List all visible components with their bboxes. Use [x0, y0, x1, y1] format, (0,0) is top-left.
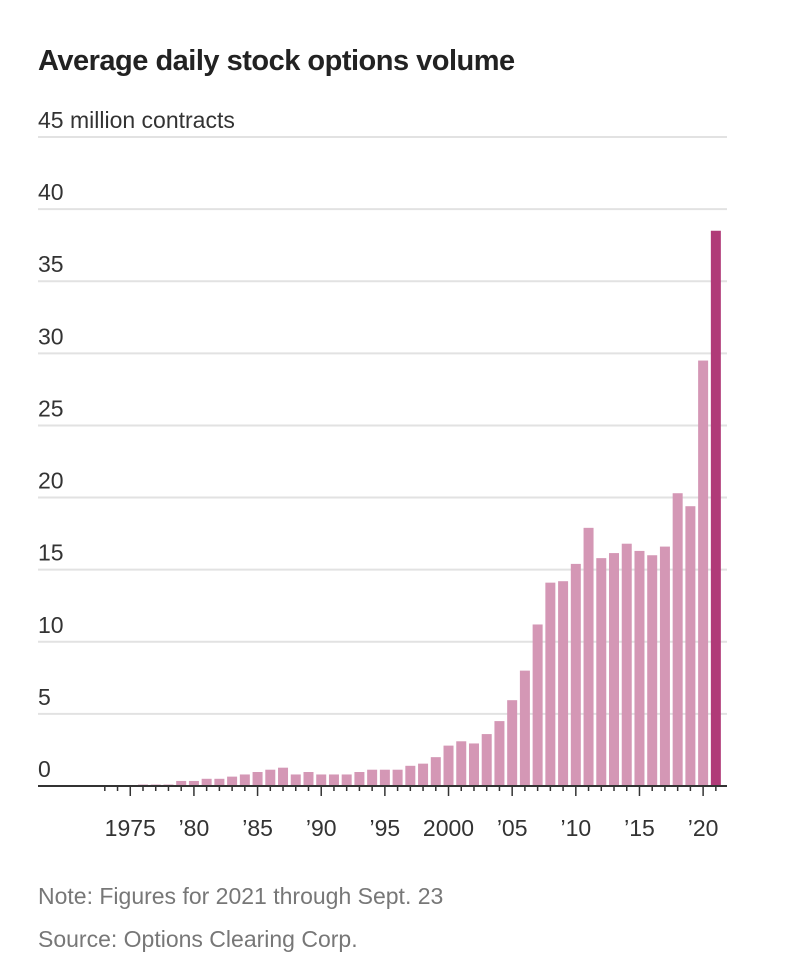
bar-1994 [367, 769, 378, 786]
bar-1982 [214, 778, 225, 786]
chart-title: Average daily stock options volume [38, 45, 515, 77]
bar-2013 [609, 553, 620, 786]
x-tick-label: ’15 [624, 815, 655, 841]
bar-1987 [278, 767, 289, 786]
x-tick-label: ’10 [560, 815, 591, 841]
bar-1984 [239, 774, 250, 786]
y-tick-label: 10 [38, 612, 64, 638]
x-tick-label: 2000 [423, 815, 474, 841]
bar-2021 [710, 230, 721, 786]
bar-2015 [634, 550, 645, 786]
y-tick-label: 30 [38, 323, 64, 349]
bar-2011 [583, 527, 594, 786]
bar-2016 [647, 555, 658, 786]
y-tick-label: 45 million contracts [38, 107, 235, 133]
y-axis-labels: 0 5 10 15 20 25 30 35 40 45 million contracts [38, 107, 235, 782]
bar-2007 [532, 624, 543, 786]
bar-1988 [290, 774, 301, 786]
bar-2018 [672, 493, 683, 786]
bar-2010 [570, 563, 581, 786]
bar-1995 [379, 769, 390, 786]
x-axis: 1975 ’80 ’85 ’90 ’95 2000 ’05 ’10 ’15 ’20 [38, 785, 727, 841]
bar-1992 [341, 774, 352, 786]
y-tick-label: 15 [38, 540, 64, 566]
bar-1997 [405, 765, 416, 786]
x-tick-label: ’90 [306, 815, 337, 841]
bar-1986 [265, 769, 276, 786]
bar-2004 [494, 721, 505, 786]
y-tick-label: 0 [38, 756, 51, 782]
y-tick-label: 25 [38, 395, 64, 421]
bar-1996 [392, 769, 403, 786]
bar-2009 [558, 581, 569, 786]
bar-1985 [252, 772, 263, 786]
bar-2005 [507, 700, 518, 786]
bar-1990 [316, 774, 327, 786]
bar-2019 [685, 506, 696, 786]
bar-1989 [303, 772, 314, 786]
bar-2012 [596, 558, 607, 786]
bar-2020 [698, 360, 709, 786]
bar-2008 [545, 582, 556, 786]
bar-2003 [481, 734, 492, 786]
x-tick-label: ’85 [242, 815, 273, 841]
x-tick-label: ’80 [179, 815, 210, 841]
bar-2014 [621, 543, 632, 786]
bar-1983 [227, 776, 238, 786]
x-tick-label: 1975 [105, 815, 156, 841]
bar-1999 [430, 757, 441, 786]
bars [138, 230, 721, 786]
bar-2001 [456, 741, 467, 786]
bar-1993 [354, 772, 365, 786]
bar-1991 [328, 774, 339, 786]
y-tick-label: 35 [38, 251, 64, 277]
bar-2017 [659, 546, 670, 786]
x-tick-label: ’05 [497, 815, 528, 841]
y-tick-label: 20 [38, 468, 64, 494]
bar-2000 [443, 745, 454, 786]
bar-1998 [418, 763, 429, 786]
bar-1980 [188, 780, 199, 786]
x-tick-label: ’95 [370, 815, 401, 841]
y-tick-label: 40 [38, 179, 64, 205]
x-tick-label: ’20 [688, 815, 719, 841]
note-text: Note: Figures for 2021 through Sept. 23 [38, 883, 443, 909]
y-tick-label: 5 [38, 684, 51, 710]
source-text: Source: Options Clearing Corp. [38, 926, 358, 952]
gridlines [38, 136, 727, 715]
bar-1979 [176, 780, 187, 786]
bar-1981 [201, 778, 212, 786]
bar-2002 [468, 743, 479, 786]
bar-2006 [519, 670, 530, 786]
